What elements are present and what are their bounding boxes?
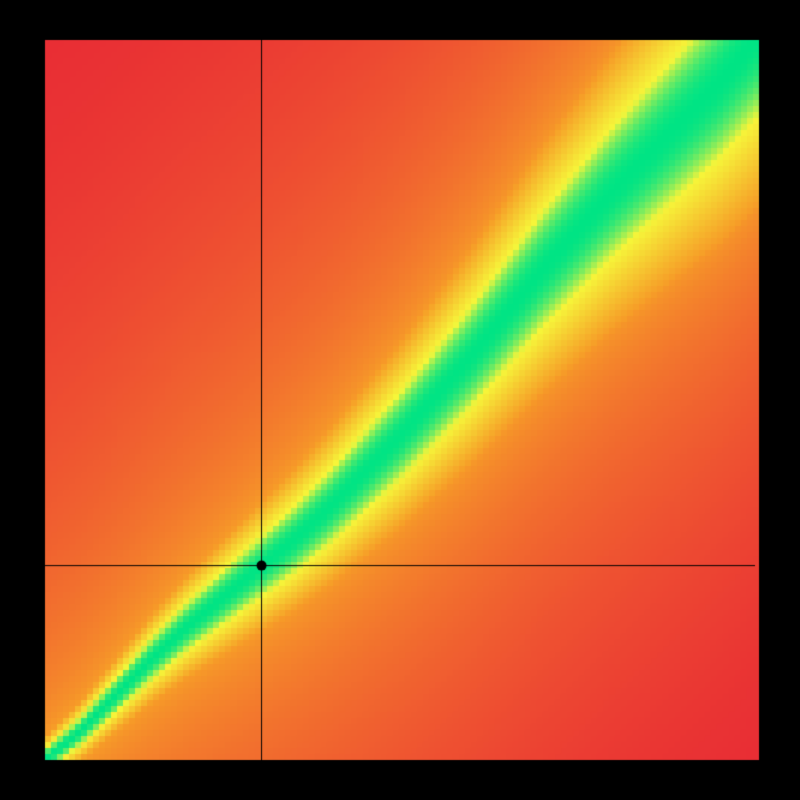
chart-container: TheBottleneck.com xyxy=(0,0,800,800)
bottleneck-heatmap xyxy=(0,0,800,800)
